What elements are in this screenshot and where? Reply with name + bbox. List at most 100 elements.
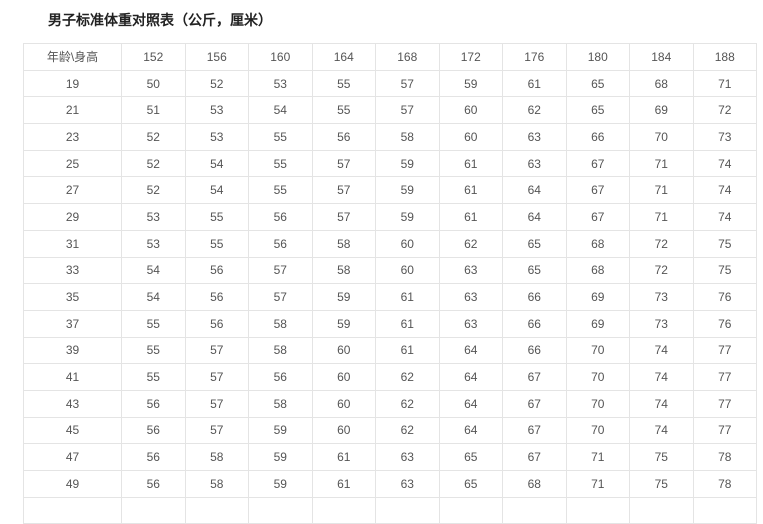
table-row: 45 56 57 59 60 62 64 67 70 74 77 <box>23 416 757 445</box>
age-cell: 31 <box>23 229 122 258</box>
weight-cell: 75 <box>629 443 694 471</box>
weight-cell: 66 <box>502 283 567 311</box>
weight-cell: 77 <box>692 336 757 365</box>
empty-cell <box>629 496 694 524</box>
weight-cell: 74 <box>692 149 757 178</box>
weight-cell: 78 <box>692 470 757 498</box>
age-cell: 49 <box>23 470 122 498</box>
weight-cell: 64 <box>502 203 567 231</box>
empty-cell <box>121 496 186 524</box>
weight-cell: 56 <box>121 443 186 471</box>
weight-cell: 73 <box>629 283 694 311</box>
weight-cell: 61 <box>375 283 440 311</box>
weight-cell: 54 <box>121 256 186 285</box>
weight-cell: 68 <box>565 256 630 285</box>
empty-cell <box>502 496 567 524</box>
weight-cell: 75 <box>629 470 694 498</box>
weight-cell: 56 <box>248 203 313 231</box>
weight-cell: 58 <box>184 470 249 498</box>
weight-cell: 64 <box>438 336 503 365</box>
age-cell: 29 <box>23 203 122 231</box>
height-header: 160 <box>248 43 313 71</box>
weight-cell: 57 <box>184 416 249 445</box>
weight-cell: 57 <box>311 149 376 178</box>
weight-cell: 57 <box>248 283 313 311</box>
weight-cell: 67 <box>565 176 630 205</box>
empty-cell <box>375 496 440 524</box>
weight-cell: 69 <box>629 96 694 125</box>
weight-cell: 71 <box>692 69 757 98</box>
weight-cell: 69 <box>565 309 630 338</box>
weight-table: 年龄\身高 152 156 160 164 168 172 176 180 184 188 19 50 5… <box>23 43 757 524</box>
weight-cell: 61 <box>311 470 376 498</box>
weight-cell: 61 <box>438 176 503 205</box>
table-row: 27 52 54 55 57 59 61 64 67 71 74 <box>23 176 757 205</box>
weight-cell: 55 <box>311 96 376 125</box>
table-row: 35 54 56 57 59 61 63 66 69 73 76 <box>23 283 757 311</box>
weight-cell: 55 <box>121 363 186 391</box>
weight-cell: 62 <box>375 363 440 391</box>
age-cell: 43 <box>23 389 122 418</box>
weight-cell: 61 <box>375 336 440 365</box>
weight-cell: 67 <box>565 203 630 231</box>
weight-cell: 59 <box>375 203 440 231</box>
weight-cell: 65 <box>565 69 630 98</box>
weight-cell: 75 <box>692 229 757 258</box>
weight-cell: 76 <box>692 309 757 338</box>
weight-cell: 56 <box>121 389 186 418</box>
weight-cell: 54 <box>184 149 249 178</box>
weight-cell: 65 <box>438 443 503 471</box>
weight-cell: 55 <box>248 176 313 205</box>
weight-cell: 74 <box>692 176 757 205</box>
table-row: 31 53 55 56 58 60 62 65 68 72 75 <box>23 229 757 258</box>
weight-cell: 73 <box>692 123 757 151</box>
weight-cell: 52 <box>121 176 186 205</box>
weight-cell: 53 <box>184 123 249 151</box>
table-row: 23 52 53 55 56 58 60 63 66 70 73 <box>23 123 757 151</box>
table-row-partial <box>23 496 757 524</box>
height-header: 164 <box>311 43 376 71</box>
height-header: 176 <box>502 43 567 71</box>
age-cell: 27 <box>23 176 122 205</box>
weight-cell: 63 <box>375 470 440 498</box>
weight-cell: 57 <box>184 363 249 391</box>
weight-cell: 50 <box>121 69 186 98</box>
weight-cell: 59 <box>375 149 440 178</box>
weight-cell: 57 <box>184 389 249 418</box>
weight-cell: 55 <box>311 69 376 98</box>
weight-cell: 70 <box>565 416 630 445</box>
table-row: 49 56 58 59 61 63 65 68 71 75 78 <box>23 470 757 498</box>
weight-cell: 71 <box>565 443 630 471</box>
weight-cell: 56 <box>248 229 313 258</box>
weight-cell: 74 <box>692 203 757 231</box>
weight-cell: 60 <box>438 96 503 125</box>
height-header: 156 <box>184 43 249 71</box>
weight-cell: 65 <box>502 229 567 258</box>
weight-cell: 56 <box>121 470 186 498</box>
weight-cell: 58 <box>311 256 376 285</box>
weight-cell: 56 <box>184 309 249 338</box>
age-cell: 45 <box>23 416 122 445</box>
weight-cell: 73 <box>629 309 694 338</box>
weight-cell: 59 <box>248 470 313 498</box>
weight-cell: 74 <box>629 363 694 391</box>
weight-cell: 76 <box>692 283 757 311</box>
weight-cell: 68 <box>502 470 567 498</box>
weight-cell: 57 <box>184 336 249 365</box>
weight-cell: 72 <box>692 96 757 125</box>
weight-cell: 53 <box>248 69 313 98</box>
weight-cell: 61 <box>438 203 503 231</box>
age-cell: 37 <box>23 309 122 338</box>
age-cell: 47 <box>23 443 122 471</box>
weight-cell: 55 <box>121 309 186 338</box>
weight-cell: 54 <box>184 176 249 205</box>
weight-cell: 59 <box>248 416 313 445</box>
corner-header: 年龄\身高 <box>23 43 122 71</box>
weight-cell: 58 <box>248 336 313 365</box>
weight-cell: 67 <box>502 389 567 418</box>
weight-cell: 58 <box>375 123 440 151</box>
weight-cell: 77 <box>692 363 757 391</box>
weight-cell: 71 <box>629 149 694 178</box>
table-row: 39 55 57 58 60 61 64 66 70 74 77 <box>23 336 757 365</box>
weight-cell: 55 <box>184 203 249 231</box>
